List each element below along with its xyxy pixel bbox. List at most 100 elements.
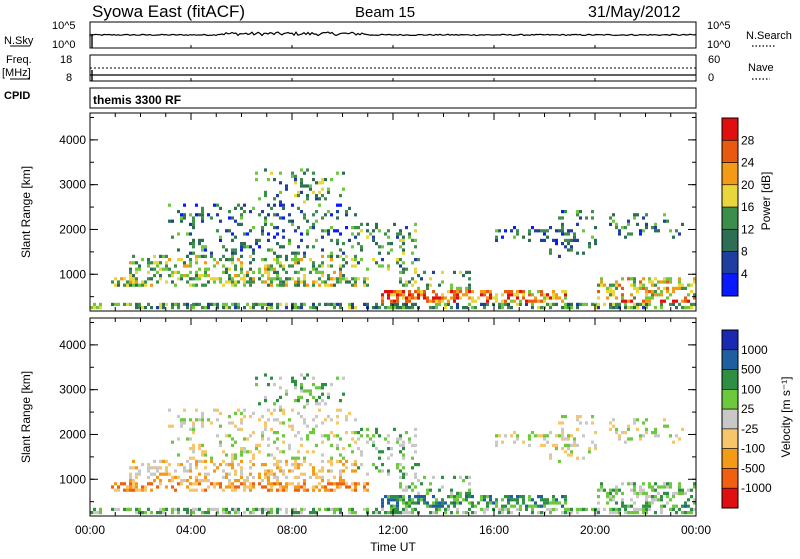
velocity-cell bbox=[663, 424, 666, 428]
velocity-cell bbox=[168, 472, 171, 476]
power-cell bbox=[243, 280, 246, 284]
velocity-cell bbox=[339, 472, 342, 476]
velocity-cell bbox=[648, 501, 651, 505]
velocity-cell bbox=[300, 485, 303, 489]
velocity-cell bbox=[258, 472, 261, 476]
velocity-cell bbox=[342, 482, 345, 486]
velocity-cell bbox=[276, 479, 279, 483]
power-cell bbox=[414, 280, 417, 284]
power-cell bbox=[273, 178, 276, 182]
power-cell bbox=[288, 264, 291, 268]
power-cell bbox=[336, 238, 339, 242]
velocity-cell bbox=[381, 469, 384, 473]
power-cell bbox=[186, 302, 189, 306]
power-cell bbox=[483, 293, 486, 297]
power-cell bbox=[330, 178, 333, 182]
power-cell bbox=[648, 296, 651, 300]
velocity-cell bbox=[138, 488, 141, 492]
power-cell bbox=[501, 293, 504, 297]
power-cell bbox=[645, 296, 648, 300]
power-cell bbox=[225, 306, 228, 310]
power-cell bbox=[186, 280, 189, 284]
power-cell bbox=[648, 290, 651, 294]
power-cell bbox=[312, 264, 315, 268]
power-cell bbox=[615, 302, 618, 306]
velocity-cell bbox=[351, 431, 354, 435]
power-cell bbox=[162, 267, 165, 271]
velocity-cell bbox=[306, 399, 309, 403]
velocity-cell bbox=[390, 504, 393, 508]
power-cell bbox=[318, 203, 321, 207]
velocity-cell bbox=[180, 418, 183, 422]
velocity-cell bbox=[336, 447, 339, 451]
velocity-cell bbox=[228, 434, 231, 438]
velocity-colorbar-block bbox=[721, 369, 739, 390]
power-cell bbox=[273, 213, 276, 217]
power-cell bbox=[450, 290, 453, 294]
velocity-cell bbox=[339, 485, 342, 489]
velocity-cell bbox=[630, 498, 633, 502]
power-cell bbox=[219, 258, 222, 262]
velocity-cell bbox=[582, 456, 585, 460]
velocity-cell bbox=[291, 379, 294, 383]
velocity-cell bbox=[234, 472, 237, 476]
power-cell bbox=[543, 299, 546, 303]
power-cell bbox=[255, 302, 258, 306]
velocity-cell bbox=[297, 463, 300, 467]
power-cell bbox=[240, 254, 243, 258]
power-cell bbox=[141, 306, 144, 310]
velocity-cell bbox=[156, 466, 159, 470]
velocity-cell bbox=[615, 427, 618, 431]
power-cell bbox=[357, 277, 360, 281]
velocity-cell bbox=[372, 463, 375, 467]
velocity-cell bbox=[225, 463, 228, 467]
velocity-cell bbox=[333, 482, 336, 486]
power-cell bbox=[219, 206, 222, 210]
power-cell bbox=[507, 306, 510, 310]
power-cell bbox=[357, 261, 360, 265]
power-cell bbox=[192, 238, 195, 242]
power-cell bbox=[243, 277, 246, 281]
velocity-cell bbox=[546, 498, 549, 502]
power-cell bbox=[237, 258, 240, 262]
power-cell bbox=[312, 302, 315, 306]
velocity-cell bbox=[444, 507, 447, 511]
power-cell bbox=[132, 274, 135, 278]
power-cell bbox=[414, 229, 417, 233]
power-cell bbox=[567, 229, 570, 233]
power-cell bbox=[207, 274, 210, 278]
velocity-cell bbox=[429, 482, 432, 486]
velocity-cell bbox=[189, 488, 192, 492]
velocity-cell bbox=[300, 443, 303, 447]
power-cell bbox=[408, 232, 411, 236]
power-cell bbox=[684, 299, 687, 303]
velocity-cell bbox=[408, 501, 411, 505]
velocity-cell bbox=[408, 495, 411, 499]
velocity-cell bbox=[123, 482, 126, 486]
power-cell bbox=[273, 235, 276, 239]
velocity-cell bbox=[420, 495, 423, 499]
power-cell bbox=[555, 302, 558, 306]
power-cell bbox=[612, 290, 615, 294]
velocity-cell bbox=[519, 507, 522, 511]
power-cell bbox=[237, 302, 240, 306]
velocity-cell bbox=[675, 434, 678, 438]
power-cell bbox=[333, 302, 336, 306]
power-cell bbox=[297, 270, 300, 274]
velocity-cell bbox=[420, 482, 423, 486]
power-cell bbox=[177, 232, 180, 236]
velocity-cell bbox=[237, 507, 240, 511]
velocity-cell bbox=[306, 402, 309, 406]
velocity-cell bbox=[243, 482, 246, 486]
velocity-cell bbox=[210, 507, 213, 511]
velocity-cell bbox=[132, 485, 135, 489]
velocity-cell bbox=[135, 488, 138, 492]
velocity-cell bbox=[540, 443, 543, 447]
power-cell bbox=[426, 296, 429, 300]
velocity-cell bbox=[444, 511, 447, 515]
velocity-ylabel: Slant Range [km] bbox=[19, 371, 33, 463]
power-cell bbox=[93, 302, 96, 306]
velocity-cell bbox=[360, 463, 363, 467]
power-cell bbox=[300, 178, 303, 182]
power-cell bbox=[228, 258, 231, 262]
